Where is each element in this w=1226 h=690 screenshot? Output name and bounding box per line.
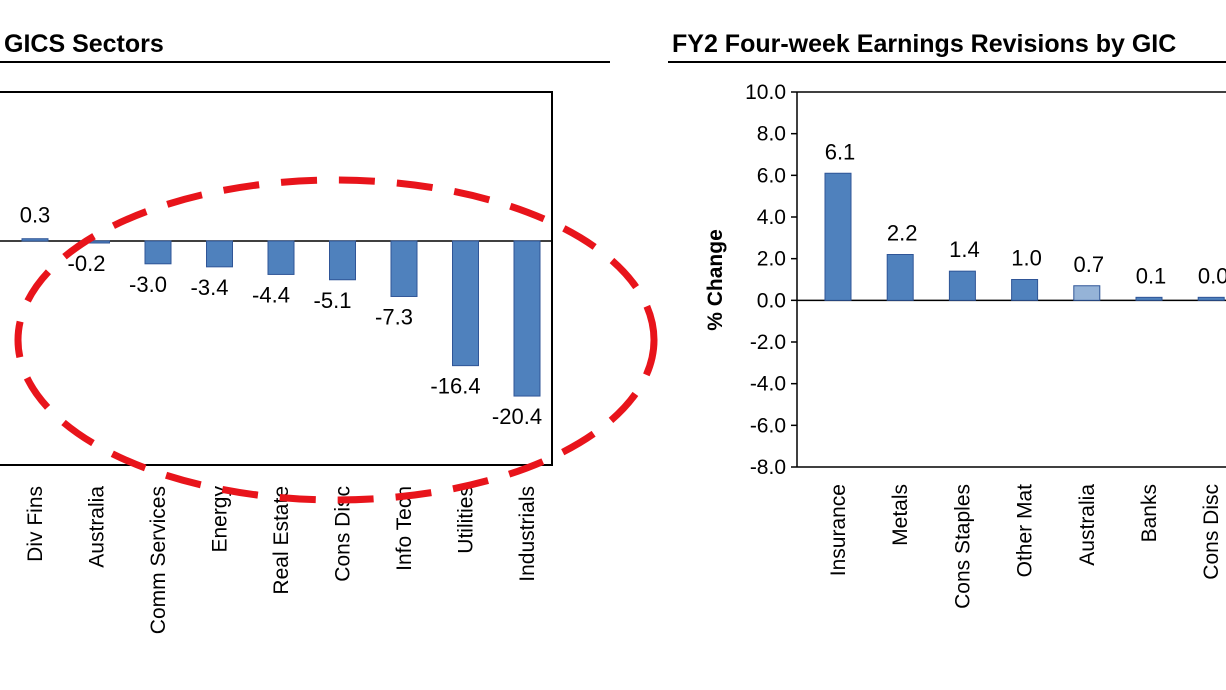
left-data-label-2: -3.0 <box>129 272 167 297</box>
right-category-label-6: Cons Disc <box>1200 484 1223 580</box>
left-bar-4 <box>267 240 295 275</box>
right-data-label-1: 2.2 <box>887 221 918 246</box>
left-category-label-2: Comm Services <box>147 486 170 634</box>
right-y-ticks-group: 10.0 8.0 6.0 4.0 2.0 0.0 -2.0 -4.0 -6.0 -8.0 <box>745 81 797 479</box>
right-category-label-0: Insurance <box>827 484 850 576</box>
left-bars-group <box>21 238 541 397</box>
left-data-label-8: -20.4 <box>492 404 542 429</box>
left-category-label-8: Industrials <box>516 486 539 582</box>
left-bar-6 <box>390 240 418 297</box>
left-data-label-0: 0.3 <box>20 203 51 228</box>
left-data-label-7: -16.4 <box>430 374 480 399</box>
left-data-label-5: -5.1 <box>314 288 352 313</box>
right-bar-3 <box>1011 279 1039 301</box>
right-bar-5 <box>1135 296 1163 301</box>
right-category-label-4: Australia <box>1076 484 1099 566</box>
right-data-label-4: 0.7 <box>1074 252 1105 277</box>
right-chart: FY2 Four-week Earnings Revisions by GIC … <box>668 30 1226 609</box>
right-category-label-3: Other Mat <box>1014 484 1037 578</box>
right-category-label-1: Metals <box>889 484 912 546</box>
left-chart-title: GICS Sectors <box>4 30 164 58</box>
right-category-label-2: Cons Staples <box>951 484 974 609</box>
right-y-tick-label-4: 2.0 <box>757 248 786 271</box>
right-chart-title: FY2 Four-week Earnings Revisions by GIC <box>672 30 1176 58</box>
right-category-label-5: Banks <box>1138 484 1161 542</box>
left-category-label-3: Energy <box>209 486 232 553</box>
right-bars-group <box>824 172 1225 301</box>
right-y-axis-label: % Change <box>704 229 727 331</box>
left-data-label-1: -0.2 <box>68 251 106 276</box>
right-data-label-0: 6.1 <box>825 139 856 164</box>
left-category-label-7: Utilities <box>455 486 478 554</box>
left-category-label-6: Info Tech <box>393 486 416 571</box>
left-bar-8 <box>513 240 541 397</box>
right-category-labels-group: Insurance Metals Cons Staples Other Mat Aust… <box>827 484 1223 609</box>
left-data-label-6: -7.3 <box>375 304 413 329</box>
left-plot-frame <box>0 91 553 466</box>
right-y-tick-label-1: 8.0 <box>757 123 786 146</box>
right-data-label-5: 0.1 <box>1136 263 1167 288</box>
left-bar-5 <box>329 240 356 281</box>
left-bar-7 <box>452 240 479 367</box>
right-y-tick-label-9: -8.0 <box>750 456 786 479</box>
right-y-tick-label-7: -4.0 <box>750 373 786 396</box>
left-category-label-1: Australia <box>86 486 109 568</box>
right-data-labels-group: 6.1 2.2 1.4 1.0 0.7 0.1 0.0 <box>825 139 1226 288</box>
left-data-labels-group: 0.3 -0.2 -3.0 -3.4 -4.4 -5.1 -7.3 -16.4 -20.4 <box>20 203 542 429</box>
right-data-label-2: 1.4 <box>949 237 980 262</box>
right-y-tick-label-0: 10.0 <box>745 81 786 104</box>
left-category-label-0: Div Fins <box>24 486 47 562</box>
right-y-tick-label-8: -6.0 <box>750 414 786 437</box>
left-data-label-3: -3.4 <box>191 275 229 300</box>
right-data-label-3: 1.0 <box>1011 246 1042 271</box>
left-bar-0 <box>21 238 49 242</box>
right-bar-4 <box>1073 285 1101 301</box>
right-bar-6 <box>1197 296 1225 301</box>
right-y-tick-label-5: 0.0 <box>757 289 786 312</box>
left-bar-3 <box>206 240 233 268</box>
right-y-tick-label-2: 6.0 <box>757 164 786 187</box>
right-bar-2 <box>948 270 976 301</box>
right-data-label-6: 0.0 <box>1198 263 1226 288</box>
left-bar-2 <box>144 240 172 265</box>
right-bar-0 <box>824 172 852 301</box>
right-y-tick-label-3: 4.0 <box>757 206 786 229</box>
left-chart: GICS Sectors 0.3 -0.2 -3.0 -3.4 -4.4 -5.1 -7.3… <box>0 30 658 635</box>
left-data-label-4: -4.4 <box>252 282 290 307</box>
left-category-label-5: Cons Disc <box>332 486 355 582</box>
right-y-tick-label-6: -2.0 <box>750 331 786 354</box>
right-bar-1 <box>886 254 914 301</box>
annotation-ellipse <box>14 176 658 504</box>
left-category-label-4: Real Estate <box>270 486 293 595</box>
left-category-labels-group: Div Fins Australia Comm Services Energy Real… <box>24 486 539 635</box>
